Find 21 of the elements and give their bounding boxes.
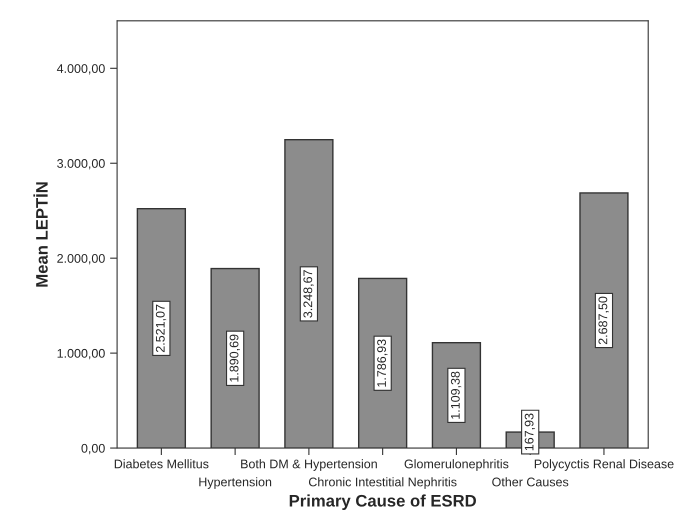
data-label: 2.521,07 (156, 304, 166, 352)
x-tick-label: Hypertension (199, 477, 272, 489)
x-tick-label: Other Causes (492, 477, 568, 486)
x-tick-label: Diabetes Mellitus (114, 459, 208, 468)
data-label: 2.687,50 (598, 296, 609, 344)
x-tick-label: Polycyctis Renal Disease (534, 459, 674, 471)
data-label: 167,93 (524, 414, 536, 450)
y-tick-label: 3.000,00 (57, 159, 105, 170)
data-label: 1.890,69 (230, 334, 240, 382)
y-tick-label: 1.000,00 (58, 348, 105, 360)
x-tick-label: Chronic Intestitial Nephritis (308, 477, 457, 489)
data-label: 1.786,93 (377, 339, 388, 387)
x-tick-label: Both DM & Hypertension (241, 459, 377, 471)
y-tick-label: 2.000,00 (57, 254, 105, 264)
data-label: 3.248,67 (303, 270, 314, 318)
x-tick-label: Glomerulonephritis (404, 459, 508, 471)
y-tick-label: 0,00 (81, 444, 105, 454)
y-axis-title: Mean LEPTİN (33, 182, 48, 287)
y-tick-label: 4.000,00 (56, 64, 105, 74)
x-axis-title: Primary Cause of ESRD (290, 494, 476, 510)
data-label: 1.109,38 (450, 372, 462, 419)
